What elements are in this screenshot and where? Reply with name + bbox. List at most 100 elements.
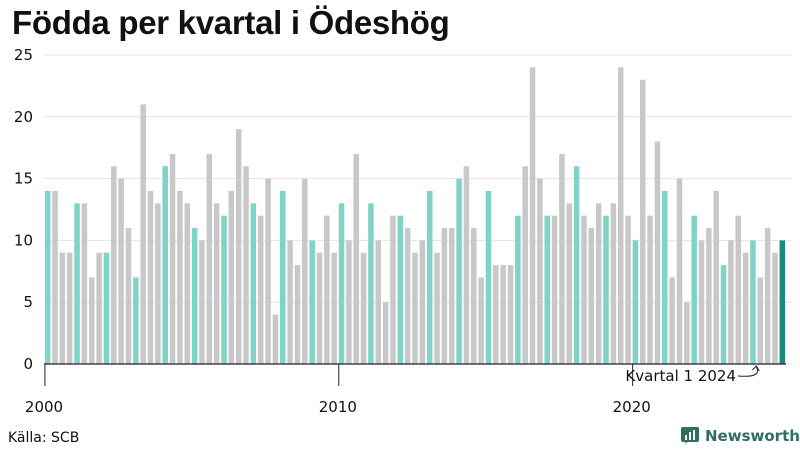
bar [617,67,624,365]
bar [529,67,536,365]
bar [338,203,345,364]
bar [265,178,271,364]
bar [221,215,227,364]
bar [610,203,617,364]
x-tick-label: 2000 [25,398,63,416]
bar [184,203,191,364]
bar [662,190,668,364]
chart-title: Födda per kvartal i Ödeshög [12,4,450,41]
bar [74,203,80,364]
bar [390,215,396,364]
bar [243,166,249,364]
y-tick-label: 20 [14,108,33,126]
bar [250,203,257,364]
bar [111,166,117,364]
bar [750,240,756,364]
x-tick-label: 2010 [319,398,357,416]
bar [147,190,154,364]
bar [280,190,286,364]
bar [316,252,323,364]
bar [213,203,220,364]
bar [559,153,565,364]
bar [294,265,301,364]
bar [764,228,771,364]
bar [595,203,602,364]
bar [544,215,550,364]
bar [382,302,389,364]
bar [434,252,440,364]
bar [706,228,712,364]
y-tick-label: 5 [23,293,33,311]
y-tick-label: 10 [14,231,33,249]
bar [588,228,595,364]
bar [287,240,293,364]
bar [676,178,683,364]
bar [500,265,506,364]
bar [632,240,639,364]
bar [353,153,359,364]
bar [228,190,235,364]
bar [735,215,742,364]
bar [368,203,374,364]
bar [728,240,734,364]
bar [485,190,492,364]
bar [302,178,308,364]
bar [522,166,528,364]
bar [272,314,279,364]
annotation-arrowhead [751,365,760,372]
bar [118,178,124,364]
bar [456,178,462,364]
bar [551,215,558,364]
source-note: Källa: SCB [8,430,80,446]
bar [81,203,88,364]
bar [654,141,661,364]
bar [779,240,786,364]
bar [742,252,749,364]
bar [155,203,161,364]
bars [44,67,786,365]
bar [177,190,183,364]
brand-logo[interactable]: Newsworthy [680,426,800,446]
bar [309,240,315,364]
bar [346,240,352,364]
bar [44,190,51,364]
bar [625,215,631,364]
bar [684,302,690,364]
bar [507,265,514,364]
x-axis: 2000 2010 2020 [25,363,786,416]
bar [397,215,404,364]
y-axis: 0 5 10 15 20 25 [14,46,33,373]
annotation: Kvartal 1 2024 [625,365,760,385]
bar [125,228,132,364]
bar [573,166,580,364]
bar [713,190,719,364]
bar [162,166,168,364]
y-tick-label: 25 [14,46,33,64]
bar [720,265,727,364]
annotation-label: Kvartal 1 2024 [625,367,736,385]
bar [639,79,646,364]
bar [360,252,367,364]
bar [419,240,426,364]
bar [772,252,778,364]
chart-logo-icon [681,427,699,445]
bar [669,277,675,364]
bar [52,190,58,364]
bar [566,203,573,364]
bar [757,277,764,364]
bar [603,215,609,364]
bar [103,252,110,364]
bar [191,228,198,364]
bar [581,215,587,364]
bar [169,153,176,364]
bar [59,252,66,364]
bar [698,240,705,364]
bar [257,215,264,364]
bar [478,277,484,364]
bar [515,215,521,364]
bar [691,215,697,364]
bar [441,228,448,364]
bar [324,215,330,364]
bar [235,129,242,364]
bar [647,215,653,364]
